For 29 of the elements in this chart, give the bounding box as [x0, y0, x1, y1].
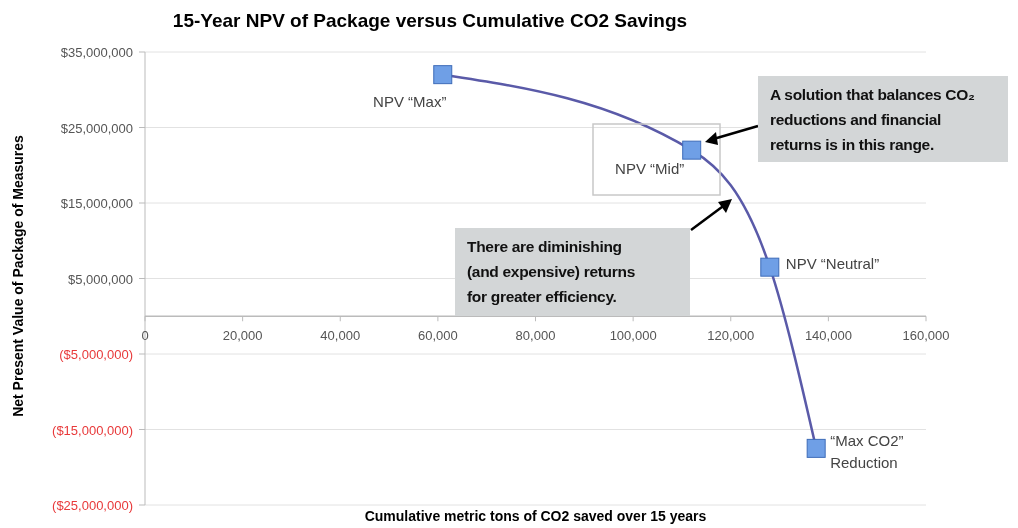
y-axis-title: Net Present Value of Package of Measures: [10, 134, 26, 419]
x-tick-label: 40,000: [320, 328, 361, 344]
x-tick-label: 80,000: [515, 328, 556, 344]
y-tick-label: $15,000,000: [60, 196, 133, 211]
x-tick-label: 60,000: [417, 328, 458, 344]
x-tick-label: 20,000: [222, 328, 263, 344]
y-tick-label: ($25,000,000): [52, 498, 133, 513]
point: [433, 65, 453, 85]
point: [682, 140, 702, 160]
x-tick-label: 140,000: [804, 328, 852, 344]
point: [806, 438, 826, 458]
x-axis-title: Cumulative metric tons of CO2 saved over 15 years: [363, 508, 708, 524]
annotation: NPV “Neutral”: [785, 254, 881, 275]
y-tick-label: ($15,000,000): [52, 422, 133, 438]
callout-box: A solution that balances CO₂ reductions and financial returns is in this range.: [758, 76, 1008, 162]
callout-box: There are diminishing (and expensive) returns for greater efficiency.: [455, 228, 690, 316]
point: [760, 257, 780, 277]
chart-title: 15-Year NPV of Package versus Cumulative CO2 Savings: [171, 10, 689, 32]
y-tick-label: $25,000,000: [60, 120, 133, 136]
annotation: NPV “Mid”: [614, 159, 686, 180]
x-tick-label: 0: [141, 328, 149, 344]
y-tick-label: $35,000,000: [60, 45, 133, 60]
x-tick-label: 160,000: [902, 328, 950, 344]
annotation: NPV “Max”: [372, 91, 448, 112]
y-tick-label: $5,000,000: [67, 271, 133, 287]
x-tick-label: 100,000: [609, 328, 657, 344]
annotation: “Max CO2” Reduction: [830, 431, 905, 474]
x-tick-label: 120,000: [707, 328, 755, 344]
y-tick-label: ($5,000,000): [59, 347, 133, 362]
